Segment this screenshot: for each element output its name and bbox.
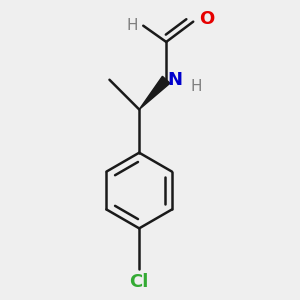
Text: H: H — [190, 79, 202, 94]
Polygon shape — [139, 76, 170, 110]
Text: O: O — [199, 10, 214, 28]
Text: Cl: Cl — [130, 273, 149, 291]
Text: N: N — [168, 71, 183, 89]
Text: H: H — [126, 18, 138, 33]
